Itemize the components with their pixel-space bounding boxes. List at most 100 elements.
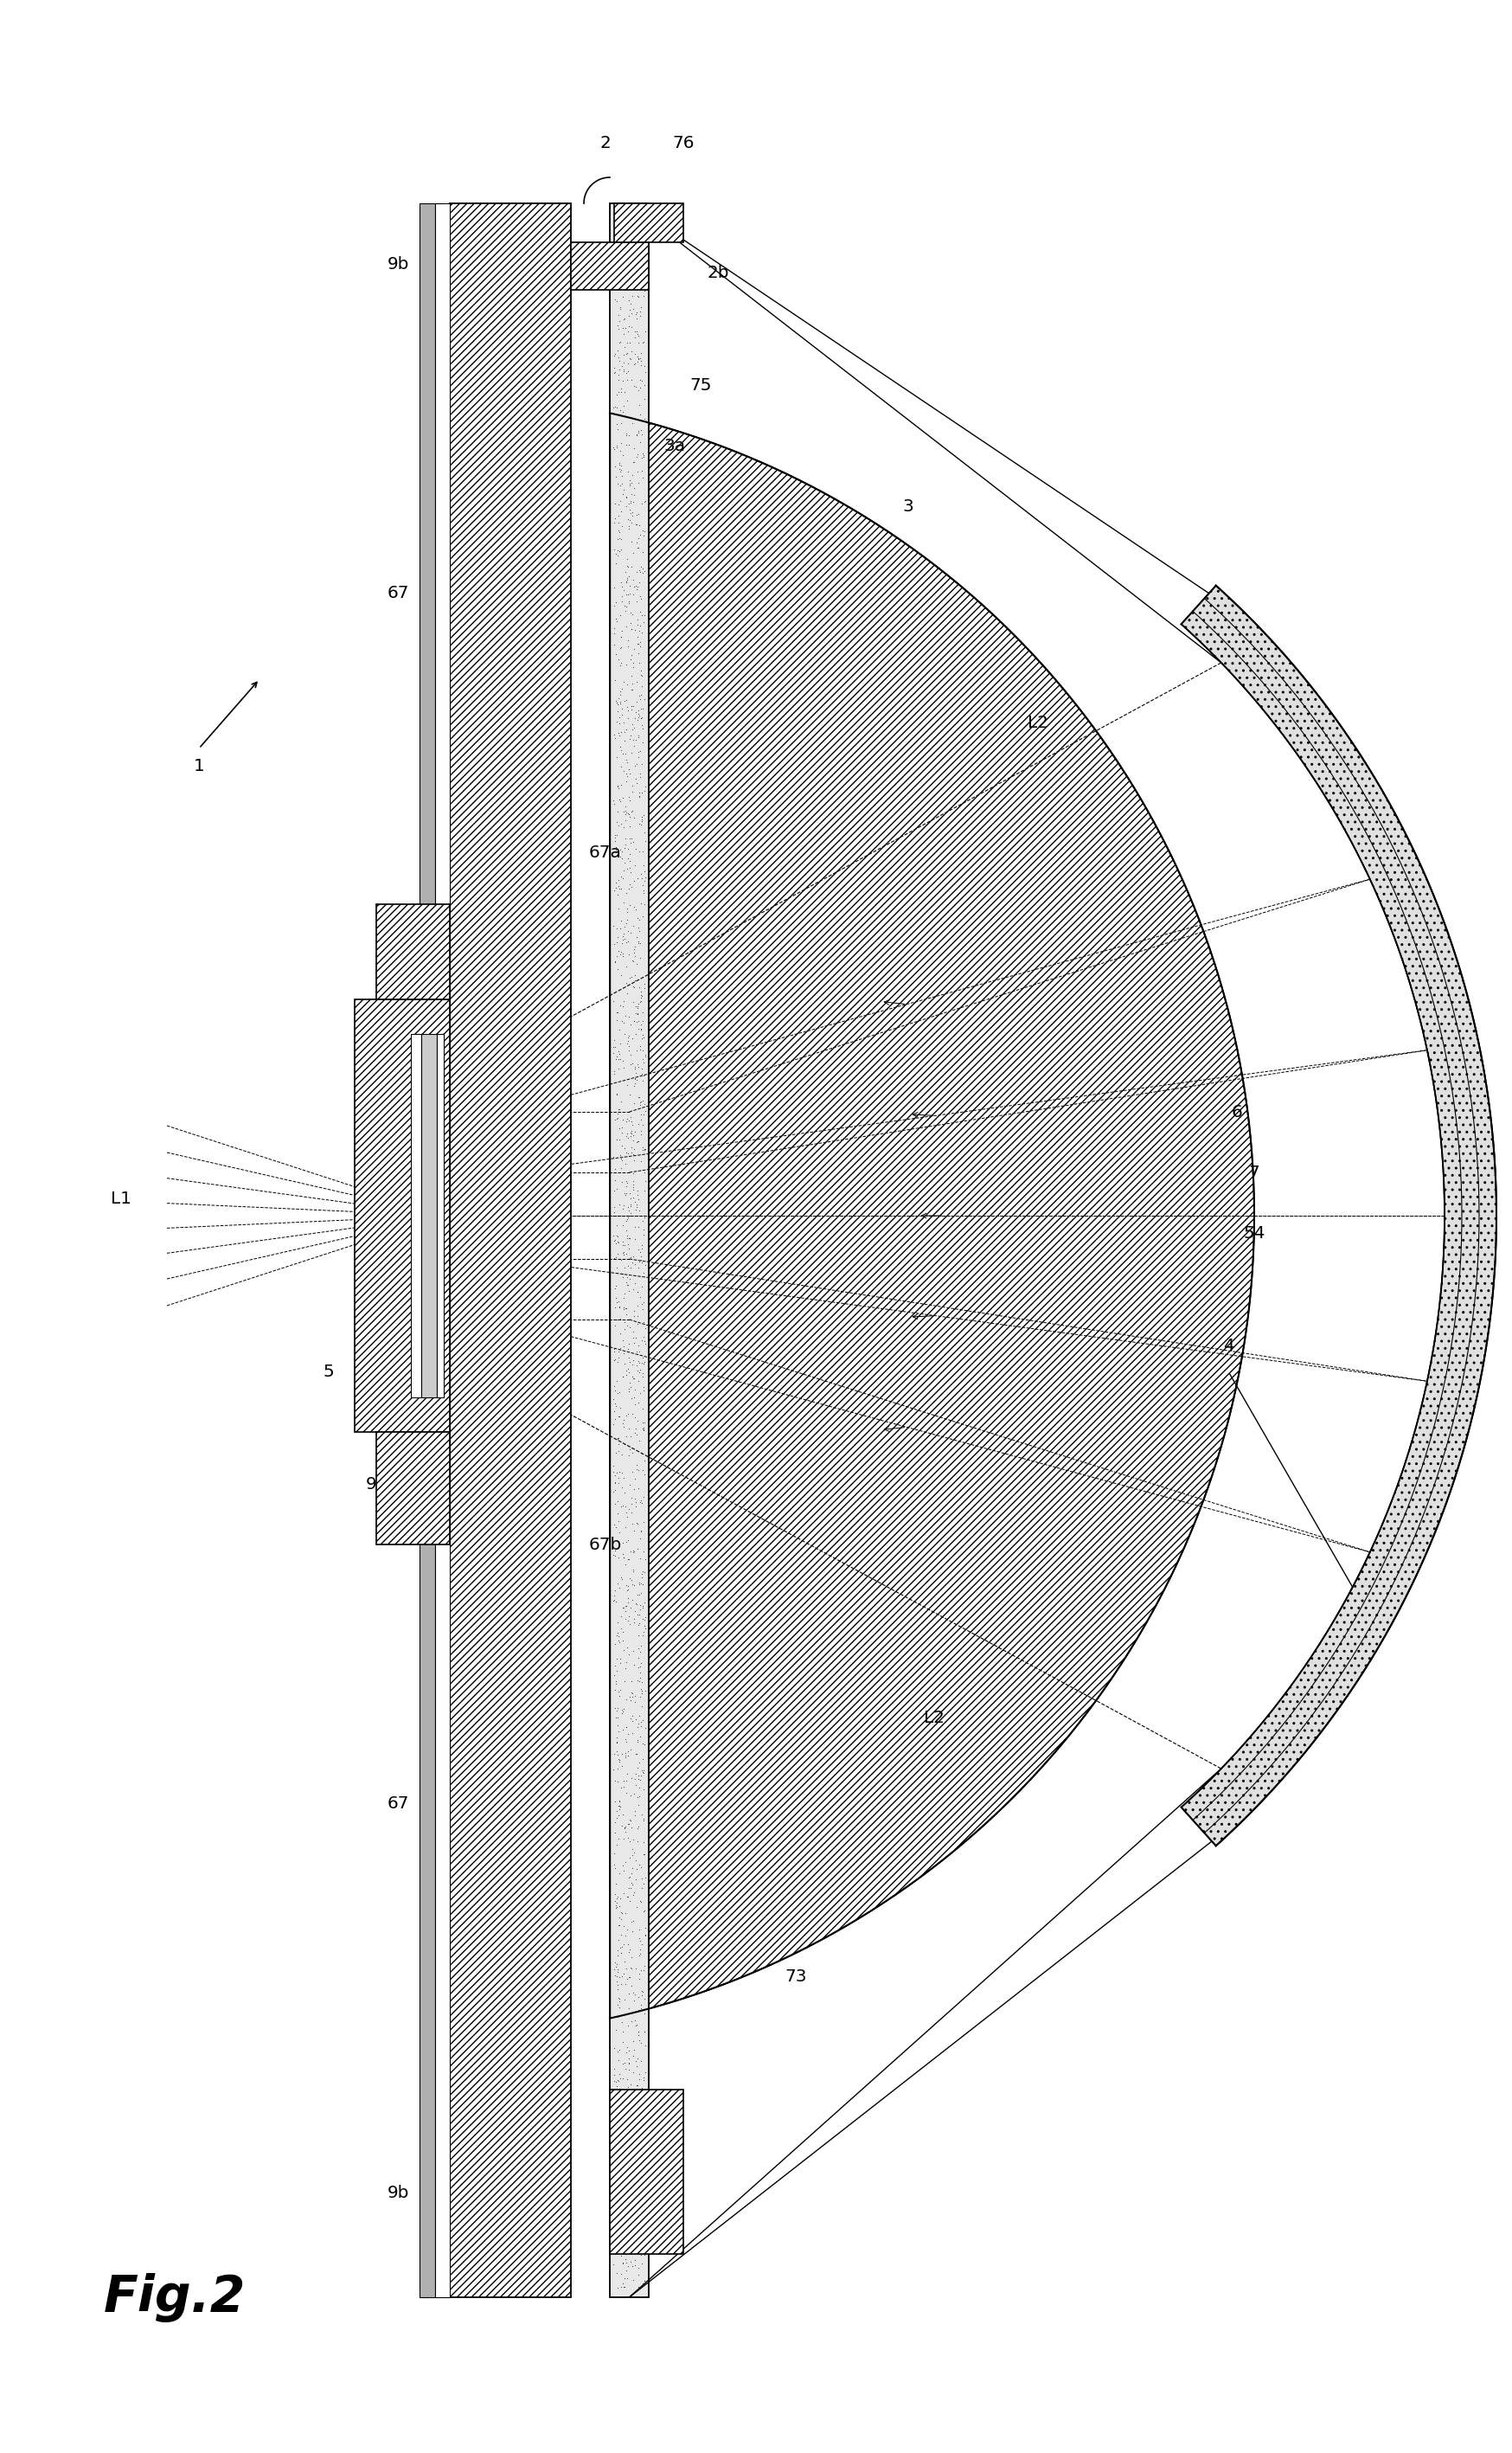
Point: [621, 218, 646, 258]
Point: [624, 581, 649, 621]
Point: [632, 400, 656, 439]
Point: [629, 979, 653, 1018]
Point: [603, 1401, 627, 1440]
Point: [621, 1295, 646, 1334]
Point: [608, 1040, 632, 1079]
Point: [614, 574, 638, 613]
Point: [611, 1320, 635, 1359]
Point: [629, 1644, 653, 1683]
Point: [606, 768, 631, 807]
Point: [620, 594, 644, 633]
Point: [606, 1050, 631, 1089]
Point: [605, 1798, 629, 1837]
Point: [612, 221, 637, 260]
Point: [621, 442, 646, 481]
Point: [618, 1464, 643, 1504]
Point: [608, 2031, 632, 2070]
Point: [612, 1599, 637, 1639]
Point: [629, 699, 653, 738]
Point: [632, 1945, 656, 1984]
Point: [608, 341, 632, 380]
Point: [606, 684, 631, 724]
Point: [623, 1398, 647, 1437]
Point: [603, 1813, 627, 1852]
Point: [605, 2267, 629, 2306]
Point: [606, 679, 631, 719]
Point: [620, 819, 644, 859]
Point: [614, 2235, 638, 2274]
Point: [631, 2168, 655, 2208]
Point: [614, 1592, 638, 1631]
Point: [609, 576, 634, 616]
Point: [602, 1239, 626, 1278]
Point: [614, 873, 638, 913]
Point: [620, 1830, 644, 1869]
Point: [624, 1185, 649, 1224]
Point: [602, 503, 626, 542]
Point: [605, 1945, 629, 1984]
Point: [623, 1050, 647, 1089]
Point: [632, 1835, 656, 1874]
Point: [629, 971, 653, 1011]
Point: [626, 1648, 650, 1688]
Point: [615, 1737, 640, 1776]
Point: [612, 1249, 637, 1288]
Point: [618, 2188, 643, 2227]
Point: [605, 635, 629, 675]
Point: [629, 1881, 653, 1921]
Point: [624, 917, 649, 957]
Point: [603, 2200, 627, 2240]
Point: [626, 993, 650, 1033]
Point: [618, 716, 643, 756]
Point: [605, 427, 629, 466]
Point: [631, 1724, 655, 1764]
Point: [623, 194, 647, 233]
Point: [615, 1099, 640, 1138]
Point: [611, 361, 635, 400]
Point: [611, 1796, 635, 1835]
Point: [632, 1084, 656, 1123]
Point: [606, 361, 631, 400]
Point: [611, 1253, 635, 1293]
Point: [623, 846, 647, 886]
Point: [605, 949, 629, 989]
Point: [618, 285, 643, 324]
Point: [618, 1808, 643, 1847]
Point: [624, 294, 649, 334]
Point: [618, 1801, 643, 1840]
Point: [626, 2218, 650, 2257]
Point: [606, 1425, 631, 1464]
Point: [606, 1617, 631, 1656]
Point: [620, 496, 644, 535]
Point: [609, 1467, 634, 1506]
Point: [623, 1047, 647, 1087]
Point: [632, 481, 656, 520]
Point: [608, 444, 632, 483]
Point: [621, 687, 646, 726]
Point: [602, 1192, 626, 1231]
Point: [623, 1383, 647, 1423]
Point: [624, 1332, 649, 1371]
Point: [605, 1239, 629, 1278]
Point: [624, 2119, 649, 2159]
Point: [627, 505, 652, 545]
Point: [606, 307, 631, 346]
Point: [632, 552, 656, 591]
Point: [606, 1786, 631, 1825]
Point: [606, 1886, 631, 1926]
Point: [609, 765, 634, 805]
Point: [617, 206, 641, 245]
Point: [620, 213, 644, 253]
Point: [618, 1045, 643, 1084]
Point: [615, 1732, 640, 1771]
Point: [629, 1702, 653, 1742]
Point: [632, 346, 656, 385]
Point: [611, 915, 635, 954]
Point: [631, 832, 655, 871]
Point: [608, 324, 632, 363]
Point: [611, 751, 635, 790]
Point: [618, 196, 643, 235]
Point: [608, 1023, 632, 1062]
Point: [608, 1624, 632, 1663]
Point: [626, 1077, 650, 1116]
